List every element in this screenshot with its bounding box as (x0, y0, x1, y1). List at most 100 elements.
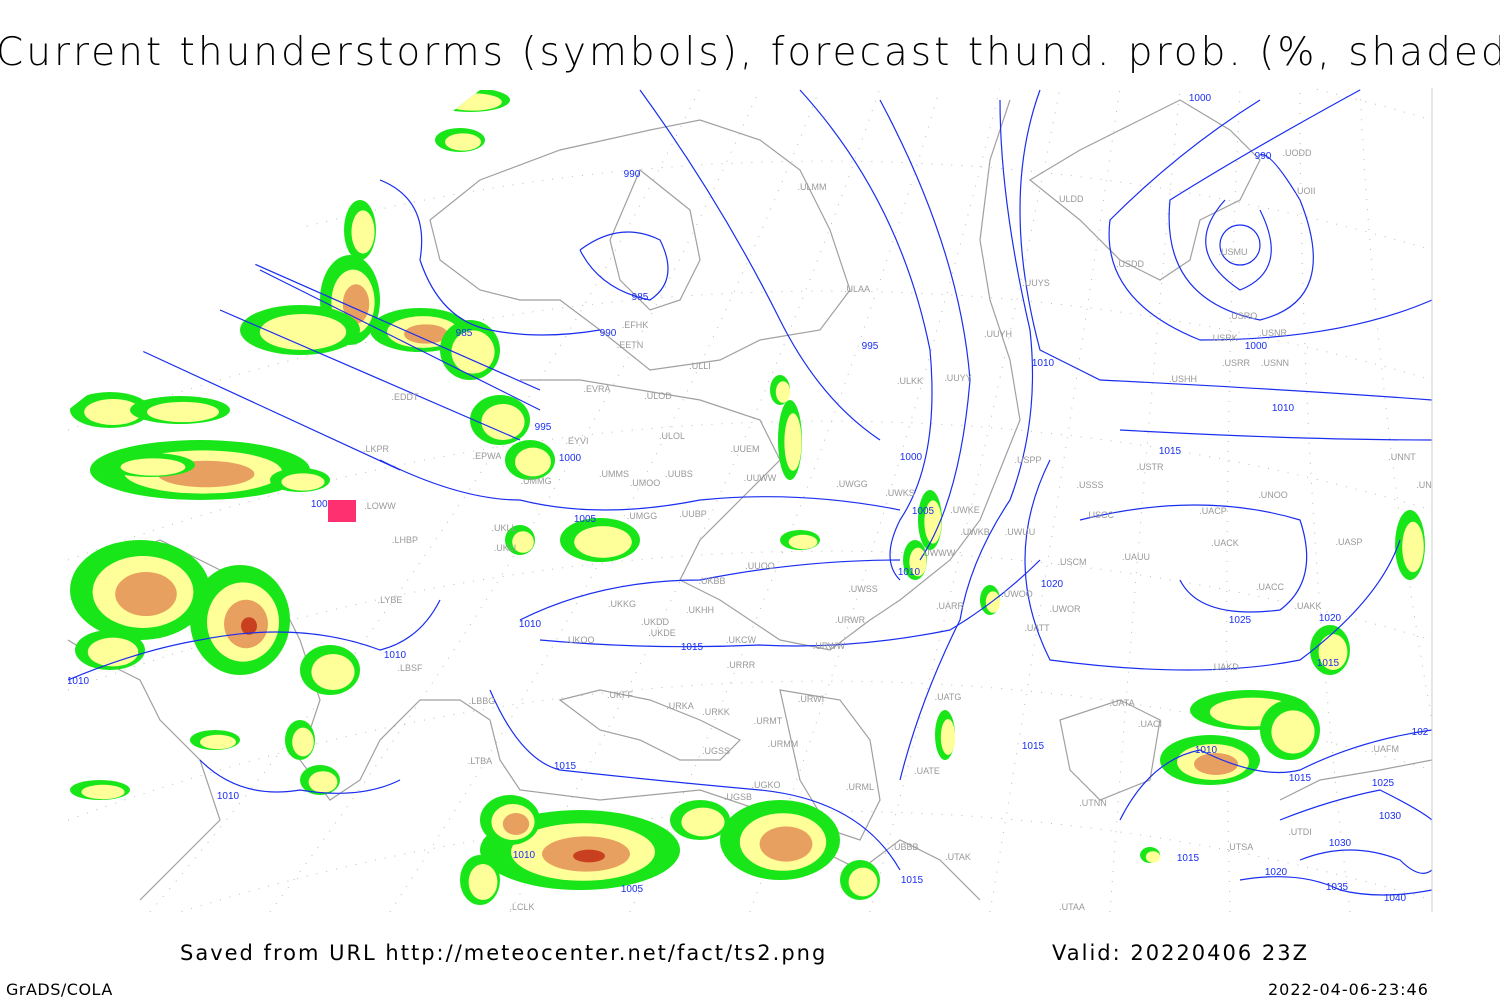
isobar (519, 559, 901, 621)
station-label: .UNBB (1416, 480, 1444, 490)
station-label: .UWKE (950, 505, 980, 515)
isobar (539, 559, 1041, 648)
probability-area (681, 807, 725, 837)
station-label: .UNNT (1388, 452, 1416, 462)
station-label: .UUYH (984, 329, 1012, 339)
isobar-label: 1015 (554, 761, 577, 772)
isobar-label: 995 (862, 341, 879, 352)
probability-area (87, 637, 139, 667)
station-label: .UGKO (751, 780, 780, 790)
station-label: .URKA (666, 701, 694, 711)
station-label: .UUBS (665, 469, 693, 479)
station-label: .USRK (1210, 333, 1238, 343)
station-label: .UODD (1283, 148, 1313, 158)
source-url-label: Saved from URL http://meteocenter.net/fa… (180, 941, 828, 965)
isobar (68, 599, 441, 681)
station-label: .UATT (1024, 623, 1050, 633)
station-label: .UTSA (1227, 842, 1254, 852)
station-label: .EETN (617, 340, 644, 350)
station-label: .ULDD (1056, 194, 1084, 204)
station-label: .UMOO (630, 478, 661, 488)
station-label: .USNR (1259, 328, 1288, 338)
station-label: .USDD (1116, 259, 1145, 269)
probability-area (775, 381, 791, 403)
station-label: .LOWW (364, 501, 396, 511)
probability-area (1402, 521, 1424, 573)
station-label: .LBSF (397, 663, 423, 673)
station-label: .EDDT (392, 392, 420, 402)
station-label: .UKKG (608, 599, 636, 609)
isobar (899, 99, 1034, 781)
coastline (520, 99, 1021, 651)
station-label: .ULOD (644, 391, 672, 401)
station-label: .UATE (914, 766, 940, 776)
isobar (1019, 89, 1432, 401)
station-label: .UAKK (1294, 601, 1321, 611)
station-label: .UATA (1109, 698, 1134, 708)
station-label: .LBBG (469, 696, 496, 706)
probability-area (924, 500, 942, 544)
isobar-label: 1015 (1022, 741, 1045, 752)
probability-area (784, 413, 802, 471)
isobar-label: 1010 (67, 676, 90, 687)
station-label: .UACK (1211, 538, 1239, 548)
station-label: .UKLL (491, 523, 516, 533)
coastline (1279, 759, 1432, 801)
isobar (1079, 504, 1308, 613)
isobar-label: 1030 (1329, 838, 1352, 849)
isobar (1108, 99, 1432, 341)
station-label: .UBBB (891, 842, 918, 852)
isobar (579, 231, 669, 301)
probability-area (502, 813, 530, 835)
isobar-label: 1000 (900, 452, 923, 463)
probability-area (147, 401, 219, 423)
station-label: .ULKK (897, 376, 923, 386)
station-label: .URKK (702, 707, 730, 717)
probability-area (281, 473, 325, 491)
isobar-label: 1010 (384, 650, 407, 661)
probability-area (404, 324, 448, 344)
coastline (429, 119, 851, 371)
station-label: .USPP (1014, 455, 1041, 465)
isobar-labels: 1000 990 990 985 990 985 995 995 1000 1000 1005 100… (67, 93, 1429, 904)
station-label: .URWR (835, 615, 866, 625)
probability-area (292, 727, 314, 757)
station-label: .UUYS (1022, 278, 1050, 288)
isobar (139, 349, 401, 471)
isobar (1119, 729, 1432, 821)
station-label: .URMT (754, 716, 783, 726)
isobar-label: 990 (624, 169, 641, 180)
station-label: .UWGG (836, 479, 868, 489)
station-label: .USHH (1169, 374, 1197, 384)
isobar (1168, 89, 1361, 321)
station-label: .UKHH (686, 605, 714, 615)
probability-area (259, 314, 347, 350)
meridian (989, 88, 1121, 912)
isobar-label: 1000 (1189, 93, 1212, 104)
isobar (1239, 876, 1432, 896)
probability-area (115, 572, 177, 616)
probability-area (351, 210, 375, 254)
probability-area (1194, 753, 1238, 775)
station-label: .USRR (1222, 358, 1251, 368)
isobar (1299, 849, 1432, 874)
station-label: .UKFF (607, 690, 634, 700)
isobar-label: 1015 (1317, 658, 1340, 669)
isobar-label: 1020 (1265, 867, 1288, 878)
isobar-label: 1015 (1159, 446, 1182, 457)
station-label: .LKPR (363, 444, 390, 454)
station-label: .UWOO (1001, 589, 1033, 599)
isobar (489, 689, 901, 871)
coastline (1059, 699, 1161, 801)
isobar (199, 239, 541, 391)
isobar-label: 1035 (1326, 882, 1349, 893)
isobar-label: 1000 (1245, 341, 1268, 352)
probability-area (451, 330, 495, 374)
isobar-label: 1000 (559, 453, 582, 464)
station-label: .UAFM (1371, 744, 1399, 754)
isobar-label: 990 (1255, 151, 1272, 162)
isobars (68, 89, 1432, 896)
station-label: .ULOL (659, 431, 685, 441)
station-label: .UNOO (1258, 490, 1288, 500)
